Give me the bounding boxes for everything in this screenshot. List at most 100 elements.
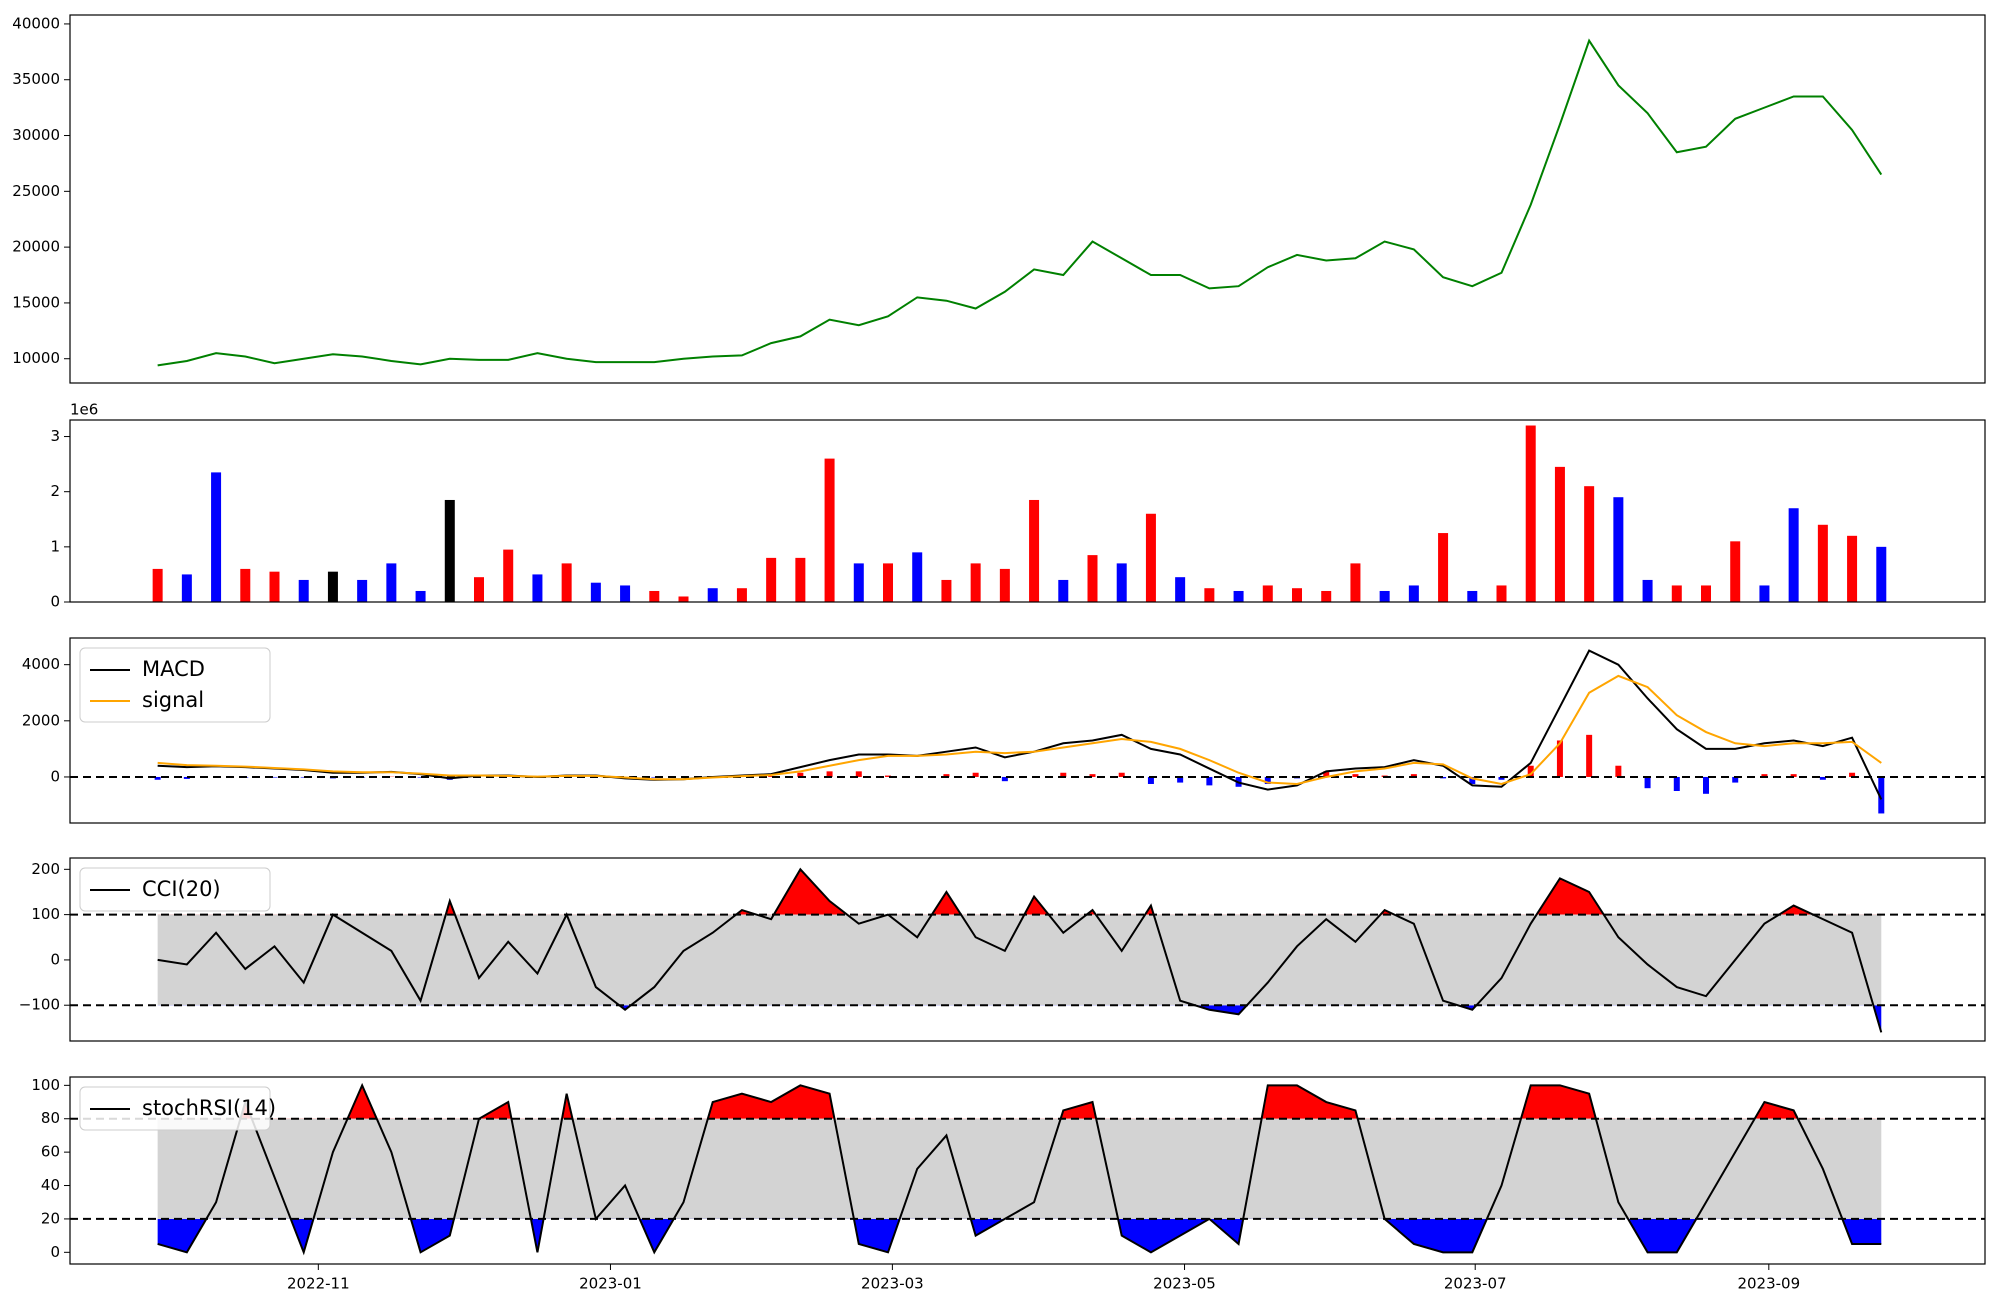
x-tick-label: 2022-11 bbox=[287, 1275, 350, 1293]
y-tick-label: 4000 bbox=[22, 655, 60, 673]
histogram-bar bbox=[1673, 776, 1680, 791]
volume-bar bbox=[1058, 579, 1069, 602]
volume-bar bbox=[181, 574, 192, 602]
y-tick-label: 2000 bbox=[22, 711, 60, 729]
y-tick-label: 15000 bbox=[12, 293, 60, 311]
x-tick-label: 2023-09 bbox=[1737, 1275, 1800, 1293]
volume-bar bbox=[298, 579, 309, 602]
volume-bar bbox=[1613, 497, 1624, 602]
volume-bar bbox=[386, 563, 397, 602]
volume-bar bbox=[152, 568, 163, 602]
histogram-bar bbox=[885, 775, 892, 777]
y-tick-label: 40000 bbox=[12, 14, 60, 32]
volume-bar bbox=[474, 577, 485, 602]
histogram-bar bbox=[154, 776, 161, 780]
volume-bar bbox=[1759, 585, 1770, 602]
histogram-bar bbox=[1732, 776, 1739, 783]
histogram-bar bbox=[1177, 776, 1184, 783]
legend-label: signal bbox=[142, 688, 204, 712]
y-tick-label: 0 bbox=[50, 767, 60, 785]
legend-label: stochRSI(14) bbox=[142, 1096, 276, 1120]
volume-bar bbox=[1379, 590, 1390, 602]
panel: 0 2000 4000 MACD signal bbox=[22, 637, 1986, 824]
histogram-bar bbox=[1323, 771, 1330, 777]
volume-bar bbox=[561, 563, 572, 602]
volume-bar bbox=[999, 568, 1010, 602]
histogram-bar bbox=[651, 776, 658, 778]
volume-bar bbox=[1671, 585, 1682, 602]
legend-box bbox=[79, 1086, 271, 1131]
plot-frame bbox=[69, 857, 1986, 1042]
series-line bbox=[157, 867, 1883, 1033]
y-tick-label: 100 bbox=[31, 905, 60, 923]
volume-bar bbox=[1233, 590, 1244, 602]
histogram-bar bbox=[1644, 776, 1651, 789]
overbought-fill bbox=[157, 1085, 1882, 1119]
histogram-bar bbox=[1410, 774, 1417, 777]
volume-bar bbox=[444, 499, 455, 602]
volume-bar bbox=[1350, 563, 1361, 602]
y-tick-label: 0 bbox=[50, 593, 60, 611]
volume-bar bbox=[1701, 585, 1712, 602]
neutral-band bbox=[157, 1118, 1882, 1219]
legend-box bbox=[79, 647, 271, 723]
y-tick-label: 30000 bbox=[12, 126, 60, 144]
volume-bar bbox=[1262, 585, 1273, 602]
y-tick-label: 20 bbox=[41, 1209, 60, 1227]
volume-bar bbox=[912, 552, 923, 602]
histogram-bar bbox=[943, 774, 950, 777]
histogram-bar bbox=[1761, 774, 1768, 777]
volume-bar bbox=[357, 579, 368, 602]
series-line bbox=[157, 649, 1883, 800]
plot-frame bbox=[69, 419, 1986, 603]
histogram-bar bbox=[1118, 772, 1125, 777]
histogram-bar bbox=[1440, 776, 1447, 779]
histogram-bar bbox=[1790, 774, 1797, 777]
histogram-bar bbox=[797, 772, 804, 777]
histogram-bar bbox=[1703, 776, 1710, 794]
volume-bar bbox=[1467, 590, 1478, 602]
volume-bar bbox=[678, 596, 689, 602]
histogram-bar bbox=[1878, 776, 1885, 814]
plot-frame bbox=[69, 637, 1986, 824]
histogram-bar bbox=[1469, 776, 1476, 784]
histogram-bar bbox=[855, 771, 862, 777]
panel: 0 1 2 3 1e6 bbox=[50, 401, 1986, 611]
panel: −100 0 100 200 CCI(20) bbox=[19, 857, 1986, 1042]
x-tick-label: 2023-05 bbox=[1153, 1275, 1216, 1293]
y-tick-label: 60 bbox=[41, 1143, 60, 1161]
histogram-bar bbox=[1556, 740, 1563, 777]
volume-bar bbox=[1292, 588, 1303, 602]
y-tick-label: −100 bbox=[19, 996, 60, 1014]
histogram-bar bbox=[183, 776, 190, 779]
volume-bar bbox=[1730, 541, 1741, 602]
volume-bar bbox=[970, 563, 981, 602]
volume-bar bbox=[736, 588, 747, 602]
y-tick-label: 0 bbox=[50, 1243, 60, 1261]
histogram-bar bbox=[972, 772, 979, 777]
volume-bar bbox=[883, 563, 894, 602]
histogram-bar bbox=[1498, 776, 1505, 780]
histogram-bar bbox=[271, 776, 278, 778]
panel: 0 20 40 60 80 100 2022-11 2023-01 2023-03 2023-05… bbox=[31, 1076, 1986, 1293]
volume-bar bbox=[795, 557, 806, 602]
volume-bar bbox=[707, 588, 718, 602]
histogram-bar bbox=[1352, 774, 1359, 777]
histogram-bar bbox=[300, 776, 307, 778]
offset-label: 1e6 bbox=[70, 401, 98, 419]
volume-bar bbox=[766, 557, 777, 602]
histogram-bar bbox=[1264, 776, 1271, 784]
histogram-bar bbox=[1527, 765, 1534, 777]
histogram-bar bbox=[768, 776, 775, 777]
y-tick-label: 10000 bbox=[12, 349, 60, 367]
volume-bar bbox=[1525, 425, 1536, 602]
price-line bbox=[157, 38, 1883, 367]
volume-bar bbox=[415, 590, 426, 602]
y-tick-label: 3 bbox=[50, 427, 60, 445]
series-line bbox=[157, 1082, 1882, 1256]
legend-label: CCI(20) bbox=[142, 877, 221, 901]
volume-bar bbox=[1496, 585, 1507, 602]
volume-bar bbox=[1145, 513, 1156, 602]
volume-bar bbox=[1788, 508, 1799, 602]
